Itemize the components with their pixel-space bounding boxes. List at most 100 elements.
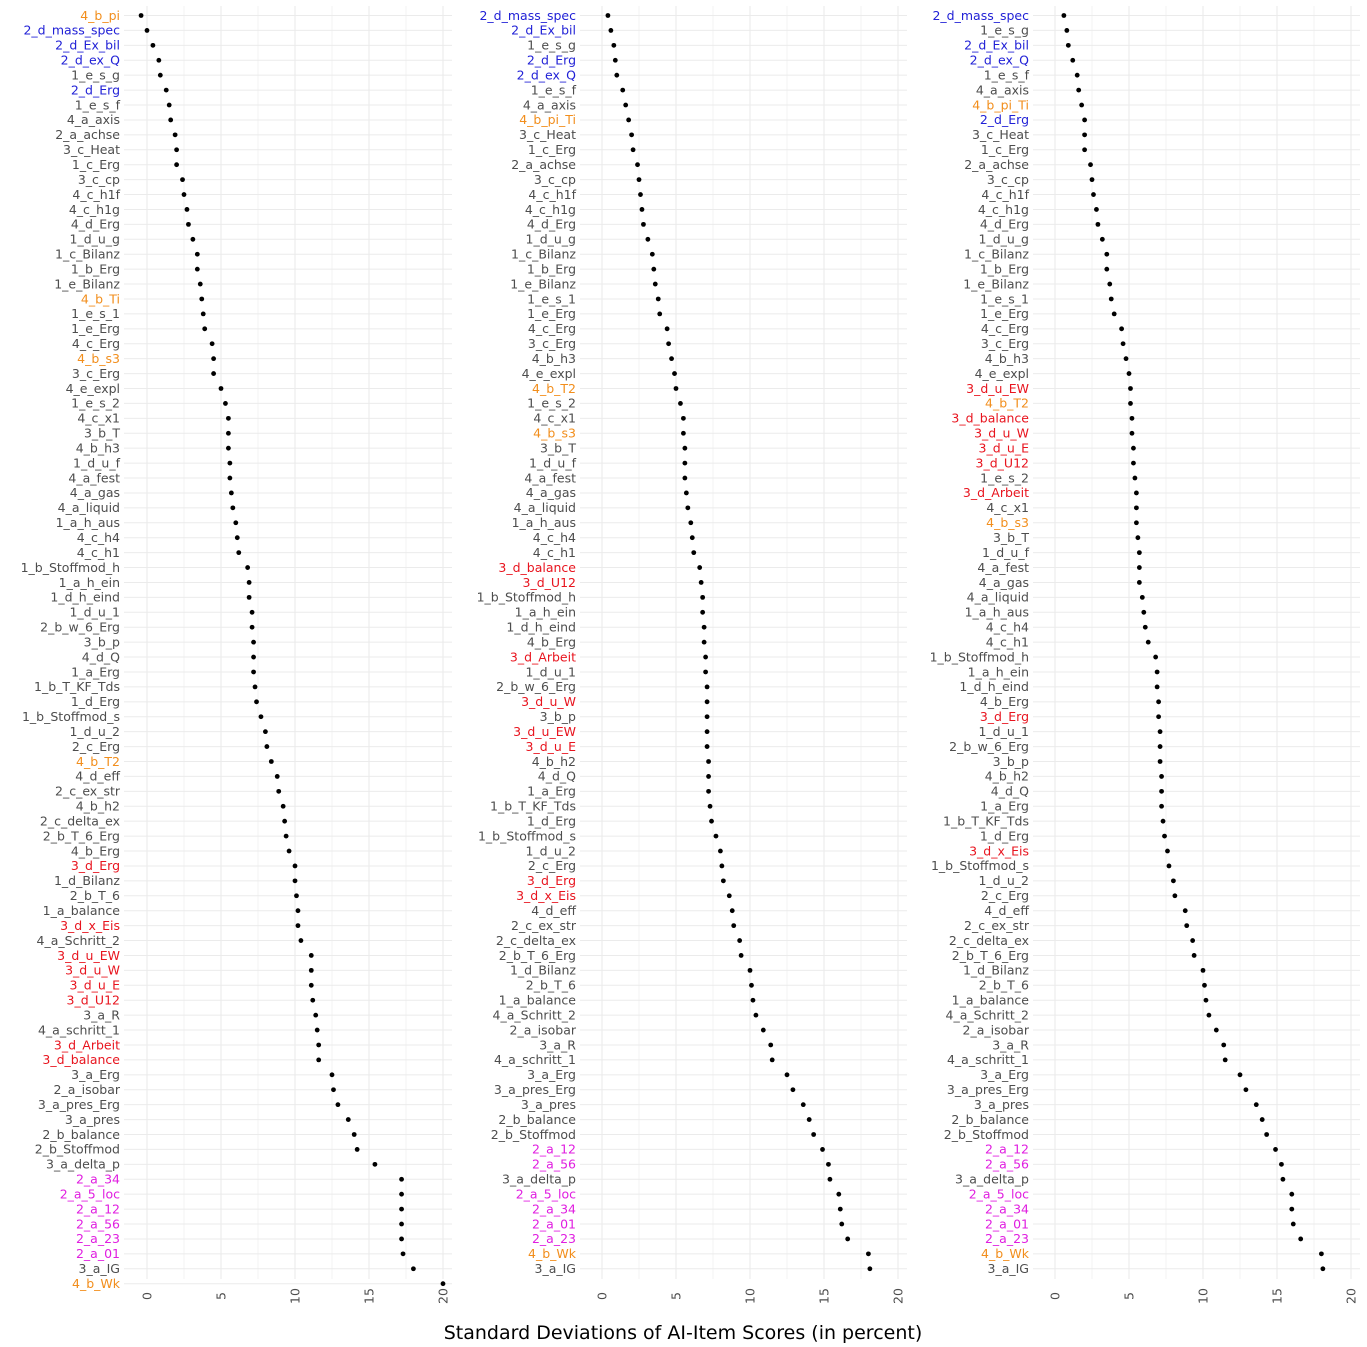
y-tick-label: 1_d_u_1 — [525, 664, 576, 679]
data-point — [276, 788, 282, 794]
data-point — [1200, 967, 1206, 973]
data-point — [706, 788, 711, 794]
data-point — [1221, 1042, 1227, 1048]
y-tick-label: 3_b_T — [84, 426, 120, 441]
y-tick-label: 2_d_Erg — [980, 112, 1029, 127]
data-point — [1111, 311, 1117, 317]
y-tick-label: 1_c_Bilanz — [964, 247, 1029, 262]
y-tick-label: 4_a_axis — [67, 112, 120, 127]
y-tick-label: 4_e_expl — [522, 366, 576, 381]
y-tick-label: 2_a_34 — [532, 1201, 576, 1216]
y-tick-label: 3_a_IG — [988, 1261, 1030, 1276]
data-point — [688, 520, 694, 526]
y-tick-label: 2_a_23 — [985, 1231, 1029, 1246]
y-tick-label: 1_a_balance — [43, 903, 121, 918]
data-point — [399, 1176, 404, 1182]
data-point — [685, 505, 691, 511]
y-tick-label: 2_d_Erg — [71, 82, 120, 97]
y-tick-label: 1_e_Bilanz — [510, 276, 576, 291]
y-tick-label: 4_b_Wk — [528, 1246, 577, 1261]
y-tick-label: 4_b_Ti — [81, 291, 120, 306]
data-point — [254, 699, 259, 705]
data-point — [845, 1236, 851, 1242]
panel-grid — [124, 6, 452, 1285]
y-tick-label: 2_a_isobar — [963, 1022, 1030, 1037]
data-point — [636, 177, 642, 183]
data-point — [1074, 72, 1080, 78]
y-tick-label: 4_b_T2 — [985, 396, 1029, 411]
data-point — [1190, 938, 1196, 943]
data-point — [157, 72, 163, 78]
y-tick-label: 2_b_w_6_Erg — [496, 679, 576, 694]
data-point — [1237, 1072, 1243, 1078]
x-tick-label: 5 — [1122, 1292, 1137, 1300]
y-tick-label: 4_c_h1g — [978, 202, 1029, 217]
y-tick-label: 4_a_Schritt_2 — [37, 933, 120, 948]
data-point — [1222, 1057, 1228, 1063]
y-tick-label: 1_b_T_KF_Tds — [943, 813, 1029, 828]
data-point — [181, 192, 187, 197]
data-point — [837, 1206, 843, 1212]
y-tick-label: 1_e_s_1 — [527, 291, 576, 306]
y-tick-label: 3_d_u_W — [65, 963, 120, 978]
data-point — [682, 445, 688, 451]
y-tick-label: 1_e_s_2 — [527, 396, 576, 411]
data-point — [1213, 1027, 1219, 1033]
data-point — [1128, 386, 1133, 391]
data-point — [1082, 117, 1087, 123]
y-tick-label: 4_d_eff — [75, 769, 120, 784]
y-tick-label: 4_b_Wk — [72, 1276, 121, 1291]
data-point — [836, 1191, 842, 1197]
y-tick-label: 3_a_R — [539, 1037, 576, 1052]
y-tick-label: 3_d_balance — [498, 560, 576, 575]
y-tick-label: 2_b_Stoffmod — [35, 1142, 120, 1157]
y-tick-label: 1_e_s_g — [71, 67, 120, 82]
data-point — [1091, 192, 1096, 197]
y-tick-label: 4_c_Erg — [981, 321, 1029, 336]
data-point — [1153, 654, 1159, 660]
y-tick-label: 4_a_gas — [70, 485, 120, 500]
y-tick-label: 3_a_IG — [79, 1261, 121, 1276]
y-tick-label: 4_b_Erg — [71, 843, 120, 858]
data-point — [258, 714, 264, 720]
data-point — [227, 460, 233, 466]
y-tick-label: 3_c_Erg — [528, 336, 576, 351]
y-tick-label: 3_d_Arbeit — [510, 649, 576, 664]
data-point — [820, 1147, 825, 1152]
y-tick-label: 3_b_p — [540, 709, 576, 724]
y-tick-label: 4_a_schritt_1 — [38, 1022, 120, 1037]
y-tick-label: 3_d_U12 — [523, 575, 576, 590]
y-tick-label: 2_a_56 — [76, 1216, 120, 1231]
y-tick-label: 4_b_h3 — [76, 440, 120, 455]
data-point — [698, 580, 704, 585]
data-point — [867, 1266, 873, 1272]
x-tick-label: 10 — [743, 1288, 758, 1304]
data-point — [612, 57, 618, 63]
x-tick-label: 5 — [669, 1292, 684, 1300]
y-tick-label: 3_a_delta_p — [46, 1157, 120, 1172]
y-tick-label: 3_b_T — [993, 530, 1029, 545]
data-point — [638, 192, 643, 197]
y-tick-label: 1_d_u_f — [982, 545, 1030, 560]
y-tick-label: 4_b_s3 — [533, 426, 576, 441]
data-point — [1064, 28, 1070, 33]
x-tick-label: 15 — [1270, 1288, 1285, 1304]
data-point — [760, 1027, 766, 1033]
data-point — [1136, 565, 1142, 570]
y-tick-label: 4_a_fest — [977, 560, 1029, 575]
y-tick-label: 2_b_T_6_Erg — [952, 948, 1029, 963]
data-point — [704, 714, 710, 720]
y-tick-label: 3_a_R — [83, 1007, 120, 1022]
data-point — [200, 311, 206, 317]
y-tick-label: 4_a_axis — [523, 97, 576, 112]
y-tick-label: 1_c_Bilanz — [511, 247, 576, 262]
y-tick-label: 3_c_cp — [534, 172, 576, 187]
data-point — [1166, 863, 1172, 869]
y-tick-label: 4_d_Q — [538, 769, 576, 784]
data-point — [313, 1012, 319, 1018]
x-axis-title: Standard Deviations of AI-Item Scores (i… — [444, 1322, 923, 1344]
data-point — [1154, 669, 1160, 675]
y-tick-label: 4_d_eff — [531, 903, 576, 918]
y-tick-label: 2_d_ex_Q — [517, 67, 577, 82]
data-point — [1123, 356, 1129, 362]
